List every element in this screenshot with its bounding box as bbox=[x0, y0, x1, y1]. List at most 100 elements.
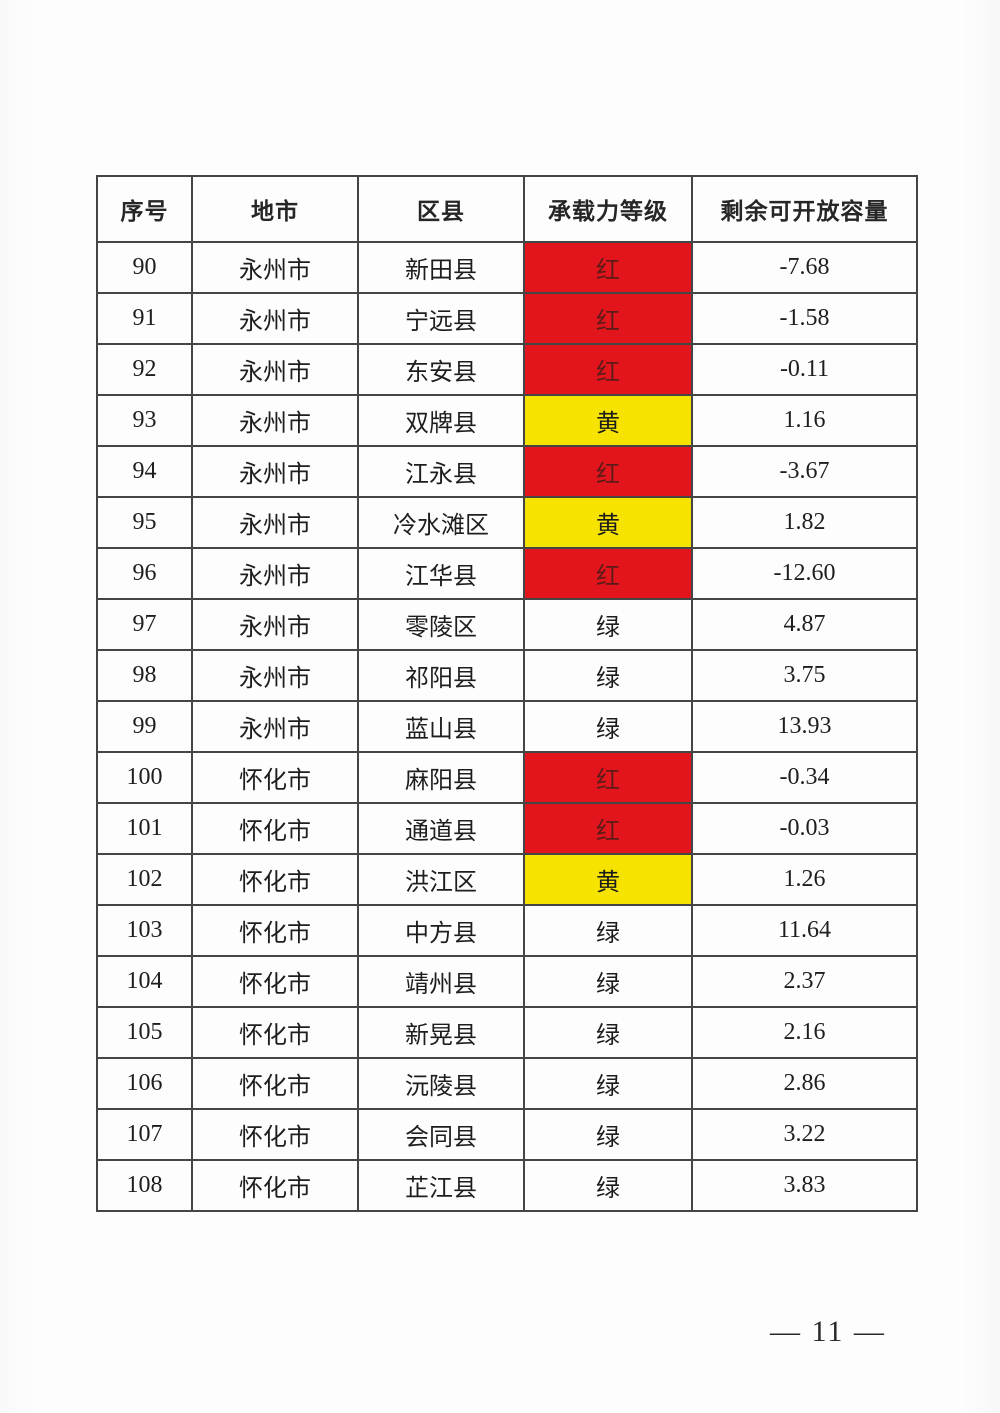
cell-level: 红 bbox=[523, 445, 693, 498]
cell-city: 怀化市 bbox=[191, 751, 359, 804]
capacity-table-header: 序号 地市 区县 承载力等级 剩余可开放容量 bbox=[96, 175, 918, 243]
cell-district: 冷水滩区 bbox=[357, 496, 525, 549]
table-row: 91 永州市 宁远县 红 -1.58 bbox=[96, 292, 918, 345]
cell-city: 永州市 bbox=[191, 445, 359, 498]
cell-city: 永州市 bbox=[191, 394, 359, 447]
cell-no: 105 bbox=[96, 1006, 193, 1059]
cell-district: 芷江县 bbox=[357, 1159, 525, 1212]
table-row: 105 怀化市 新晃县 绿 2.16 bbox=[96, 1006, 918, 1059]
cell-capacity: 1.26 bbox=[691, 853, 918, 906]
cell-city: 永州市 bbox=[191, 700, 359, 753]
table-row: 101 怀化市 通道县 红 -0.03 bbox=[96, 802, 918, 855]
capacity-table-body: 90 永州市 新田县 红 -7.68 91 永州市 宁远县 红 -1.58 92… bbox=[96, 241, 918, 1212]
cell-level: 绿 bbox=[523, 1108, 693, 1161]
cell-district: 双牌县 bbox=[357, 394, 525, 447]
cell-no: 108 bbox=[96, 1159, 193, 1212]
cell-no: 97 bbox=[96, 598, 193, 651]
cell-level: 红 bbox=[523, 343, 693, 396]
header-no: 序号 bbox=[96, 175, 193, 243]
cell-no: 107 bbox=[96, 1108, 193, 1161]
cell-city: 怀化市 bbox=[191, 1006, 359, 1059]
cell-level: 红 bbox=[523, 802, 693, 855]
table-row: 93 永州市 双牌县 黄 1.16 bbox=[96, 394, 918, 447]
cell-level: 红 bbox=[523, 241, 693, 294]
cell-no: 93 bbox=[96, 394, 193, 447]
cell-capacity: 11.64 bbox=[691, 904, 918, 957]
cell-capacity: 2.16 bbox=[691, 1006, 918, 1059]
cell-city: 怀化市 bbox=[191, 904, 359, 957]
table-row: 92 永州市 东安县 红 -0.11 bbox=[96, 343, 918, 396]
cell-district: 江华县 bbox=[357, 547, 525, 600]
cell-city: 永州市 bbox=[191, 496, 359, 549]
table-row: 96 永州市 江华县 红 -12.60 bbox=[96, 547, 918, 600]
cell-district: 洪江区 bbox=[357, 853, 525, 906]
cell-capacity: 3.75 bbox=[691, 649, 918, 702]
table-row: 97 永州市 零陵区 绿 4.87 bbox=[96, 598, 918, 651]
table-row: 90 永州市 新田县 红 -7.68 bbox=[96, 241, 918, 294]
cell-no: 100 bbox=[96, 751, 193, 804]
cell-district: 沅陵县 bbox=[357, 1057, 525, 1110]
cell-district: 零陵区 bbox=[357, 598, 525, 651]
cell-city: 怀化市 bbox=[191, 1108, 359, 1161]
cell-capacity: 3.22 bbox=[691, 1108, 918, 1161]
header-level: 承载力等级 bbox=[523, 175, 693, 243]
cell-city: 永州市 bbox=[191, 598, 359, 651]
table-row: 94 永州市 江永县 红 -3.67 bbox=[96, 445, 918, 498]
capacity-table: 序号 地市 区县 承载力等级 剩余可开放容量 90 永州市 新田县 红 -7.6… bbox=[96, 175, 918, 1212]
cell-district: 靖州县 bbox=[357, 955, 525, 1008]
cell-district: 祁阳县 bbox=[357, 649, 525, 702]
cell-district: 麻阳县 bbox=[357, 751, 525, 804]
cell-level: 红 bbox=[523, 292, 693, 345]
cell-district: 新田县 bbox=[357, 241, 525, 294]
header-district: 区县 bbox=[357, 175, 525, 243]
cell-district: 宁远县 bbox=[357, 292, 525, 345]
table-row: 104 怀化市 靖州县 绿 2.37 bbox=[96, 955, 918, 1008]
cell-capacity: 1.16 bbox=[691, 394, 918, 447]
cell-no: 92 bbox=[96, 343, 193, 396]
cell-district: 会同县 bbox=[357, 1108, 525, 1161]
header-city: 地市 bbox=[191, 175, 359, 243]
cell-no: 102 bbox=[96, 853, 193, 906]
table-row: 102 怀化市 洪江区 黄 1.26 bbox=[96, 853, 918, 906]
cell-capacity: 4.87 bbox=[691, 598, 918, 651]
header-capacity: 剩余可开放容量 bbox=[691, 175, 918, 243]
table-row: 106 怀化市 沅陵县 绿 2.86 bbox=[96, 1057, 918, 1110]
cell-city: 怀化市 bbox=[191, 955, 359, 1008]
cell-district: 新晃县 bbox=[357, 1006, 525, 1059]
table-row: 95 永州市 冷水滩区 黄 1.82 bbox=[96, 496, 918, 549]
cell-no: 104 bbox=[96, 955, 193, 1008]
cell-level: 绿 bbox=[523, 1057, 693, 1110]
cell-city: 怀化市 bbox=[191, 1057, 359, 1110]
table-row: 107 怀化市 会同县 绿 3.22 bbox=[96, 1108, 918, 1161]
cell-capacity: 1.82 bbox=[691, 496, 918, 549]
cell-level: 绿 bbox=[523, 649, 693, 702]
cell-no: 95 bbox=[96, 496, 193, 549]
table-row: 99 永州市 蓝山县 绿 13.93 bbox=[96, 700, 918, 753]
cell-no: 101 bbox=[96, 802, 193, 855]
cell-level: 红 bbox=[523, 547, 693, 600]
header-row: 序号 地市 区县 承载力等级 剩余可开放容量 bbox=[96, 175, 918, 243]
cell-city: 永州市 bbox=[191, 241, 359, 294]
cell-no: 90 bbox=[96, 241, 193, 294]
cell-no: 98 bbox=[96, 649, 193, 702]
cell-no: 91 bbox=[96, 292, 193, 345]
cell-no: 99 bbox=[96, 700, 193, 753]
cell-level: 绿 bbox=[523, 1159, 693, 1212]
cell-capacity: -3.67 bbox=[691, 445, 918, 498]
cell-no: 94 bbox=[96, 445, 193, 498]
cell-capacity: -0.03 bbox=[691, 802, 918, 855]
cell-no: 106 bbox=[96, 1057, 193, 1110]
cell-level: 绿 bbox=[523, 955, 693, 1008]
cell-district: 通道县 bbox=[357, 802, 525, 855]
cell-capacity: 2.86 bbox=[691, 1057, 918, 1110]
table-row: 103 怀化市 中方县 绿 11.64 bbox=[96, 904, 918, 957]
cell-level: 黄 bbox=[523, 394, 693, 447]
cell-capacity: -12.60 bbox=[691, 547, 918, 600]
cell-district: 江永县 bbox=[357, 445, 525, 498]
cell-district: 东安县 bbox=[357, 343, 525, 396]
cell-district: 蓝山县 bbox=[357, 700, 525, 753]
cell-level: 绿 bbox=[523, 700, 693, 753]
cell-city: 永州市 bbox=[191, 547, 359, 600]
cell-city: 怀化市 bbox=[191, 1159, 359, 1212]
